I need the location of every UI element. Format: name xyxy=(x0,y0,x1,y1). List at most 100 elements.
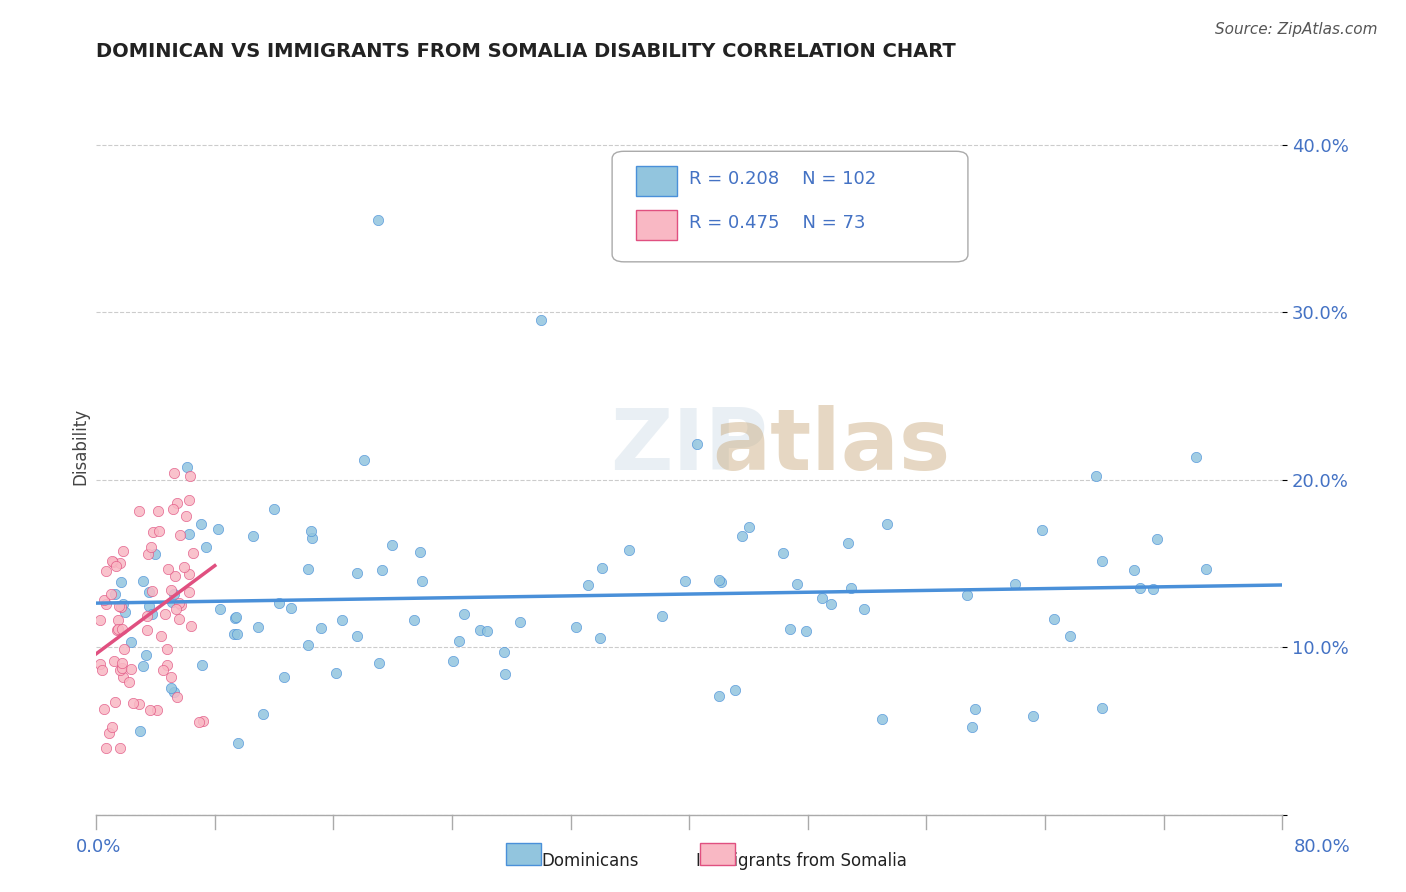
Point xyxy=(470,623,492,637)
Point xyxy=(94,740,117,755)
Point xyxy=(707,689,730,703)
Point xyxy=(530,313,553,327)
Point xyxy=(177,567,200,582)
Point xyxy=(225,609,247,624)
FancyBboxPatch shape xyxy=(506,843,541,865)
Point xyxy=(837,536,859,550)
Point xyxy=(208,602,231,616)
Point xyxy=(226,627,249,641)
Point xyxy=(148,524,170,539)
Point xyxy=(156,562,179,576)
Point xyxy=(820,597,842,611)
Point xyxy=(132,659,155,673)
Point xyxy=(252,707,274,722)
Point xyxy=(136,547,159,561)
Point xyxy=(100,587,122,601)
Point xyxy=(1122,563,1144,577)
Point xyxy=(141,583,163,598)
Point xyxy=(839,581,862,595)
Point xyxy=(449,634,471,648)
Point xyxy=(381,538,404,552)
Point xyxy=(104,695,127,709)
Point xyxy=(110,575,132,590)
Point xyxy=(346,629,368,643)
Point xyxy=(1091,554,1114,568)
Point xyxy=(89,657,111,671)
Point xyxy=(177,527,200,541)
Point xyxy=(101,555,124,569)
Point xyxy=(105,623,128,637)
Point xyxy=(107,622,129,636)
Point xyxy=(166,496,188,510)
Point xyxy=(492,645,515,659)
Point xyxy=(280,601,302,615)
Point xyxy=(93,701,115,715)
Point xyxy=(149,629,172,643)
Text: Dominicans: Dominicans xyxy=(541,852,640,870)
Point xyxy=(121,697,143,711)
Point xyxy=(411,574,433,588)
Point xyxy=(114,606,136,620)
Text: Source: ZipAtlas.com: Source: ZipAtlas.com xyxy=(1215,22,1378,37)
Point xyxy=(89,613,111,627)
Point xyxy=(297,562,319,576)
Point xyxy=(163,467,186,481)
Point xyxy=(772,546,794,560)
Text: R = 0.475    N = 73: R = 0.475 N = 73 xyxy=(689,214,866,232)
Point xyxy=(242,529,264,543)
Point xyxy=(810,591,832,605)
Point xyxy=(194,540,217,554)
Point xyxy=(138,703,160,717)
Text: 0.0%: 0.0% xyxy=(76,838,121,855)
Point xyxy=(207,522,229,536)
Point xyxy=(138,584,160,599)
Point xyxy=(152,663,174,677)
Point xyxy=(1091,701,1114,715)
Point xyxy=(709,573,731,587)
Point xyxy=(142,524,165,539)
Point xyxy=(353,453,375,467)
Point xyxy=(589,631,612,645)
Point xyxy=(176,459,198,474)
Point xyxy=(111,623,134,637)
Point xyxy=(963,702,986,716)
Point xyxy=(111,661,134,675)
Point xyxy=(107,613,129,627)
Point xyxy=(179,468,201,483)
Point xyxy=(1022,709,1045,723)
Text: R = 0.208    N = 102: R = 0.208 N = 102 xyxy=(689,170,876,188)
Point xyxy=(110,656,132,670)
Point xyxy=(1043,612,1066,626)
Point xyxy=(330,614,353,628)
Point xyxy=(112,544,135,558)
Point xyxy=(224,610,246,624)
Point xyxy=(191,657,214,672)
Point xyxy=(367,656,389,670)
Point xyxy=(153,607,176,622)
Point xyxy=(120,662,142,676)
Point xyxy=(786,577,808,591)
Point xyxy=(118,675,141,690)
Point xyxy=(779,622,801,636)
Point xyxy=(273,670,295,684)
Point xyxy=(132,574,155,588)
Point xyxy=(163,587,186,601)
Point xyxy=(179,492,201,507)
Point xyxy=(128,697,150,711)
Point xyxy=(509,615,531,629)
Point xyxy=(494,667,516,681)
Point xyxy=(108,740,131,755)
Point xyxy=(346,566,368,581)
FancyBboxPatch shape xyxy=(636,211,678,240)
Point xyxy=(163,569,186,583)
Point xyxy=(146,504,169,518)
Point xyxy=(564,620,586,634)
Point xyxy=(578,578,600,592)
Point xyxy=(267,596,290,610)
Point xyxy=(160,681,183,695)
Point xyxy=(129,724,152,739)
Point xyxy=(160,670,183,684)
Point xyxy=(156,641,179,656)
Point xyxy=(170,598,193,612)
Point xyxy=(962,720,984,734)
